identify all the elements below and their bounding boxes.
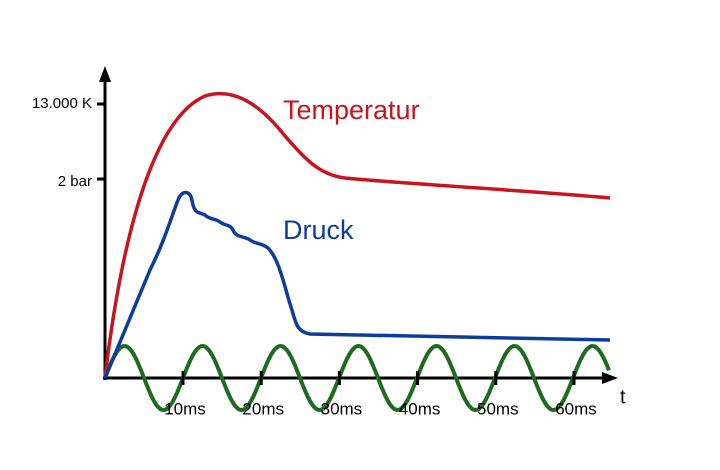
oscillation-curve [103, 343, 611, 413]
y-tick-label: 2 bar [58, 173, 92, 190]
pressure-label: Druck [283, 215, 354, 245]
x-tick-label: 60ms [555, 399, 597, 418]
x-tick-label: 40ms [399, 399, 441, 418]
x-tick-label: 30ms [321, 399, 363, 418]
temperature-label: Temperatur [283, 95, 420, 125]
y-tick-label: 13.000 K [32, 95, 92, 112]
x-tick-label: 10ms [164, 399, 206, 418]
y-axis-arrow [99, 66, 111, 82]
x-tick-label: 50ms [477, 399, 519, 418]
x-axis-arrow [602, 372, 618, 384]
pressure-curve [103, 190, 611, 379]
x-axis-label: t [620, 386, 626, 408]
x-tick-label: 20ms [242, 399, 284, 418]
temperature-curve [103, 91, 611, 379]
